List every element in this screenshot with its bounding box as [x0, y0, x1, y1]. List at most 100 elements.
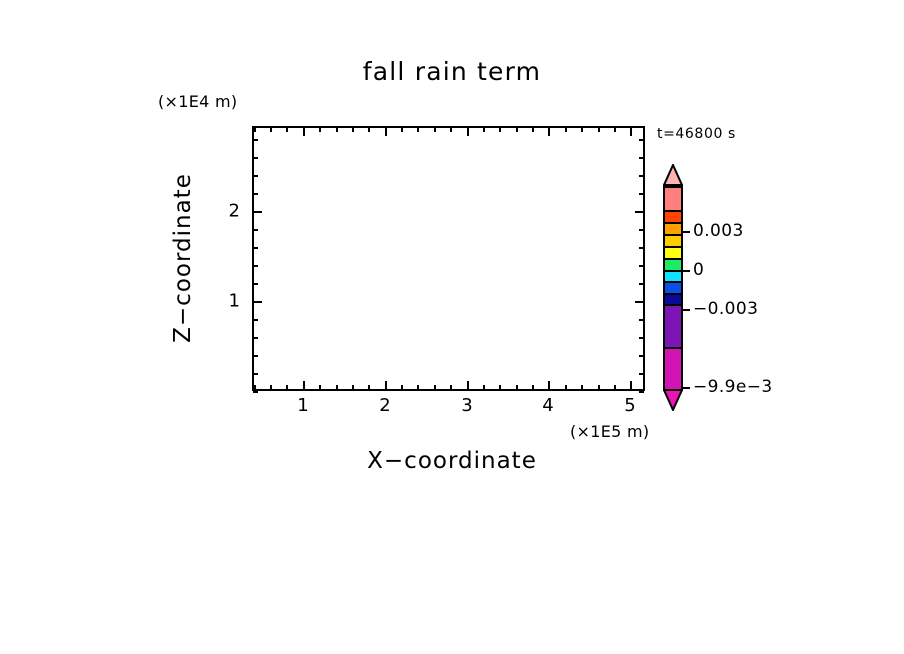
x-major-tick-top [303, 127, 305, 136]
plot-area [252, 126, 645, 391]
x-major-tick [548, 381, 550, 390]
x-minor-tick-top [401, 127, 403, 132]
x-major-tick [303, 381, 305, 390]
colorbar: 0.003 0 −0.003 −9.9e−3 [663, 164, 772, 411]
x-minor-tick [483, 385, 485, 390]
colorbar-band [665, 347, 681, 389]
colorbar-band [665, 281, 681, 293]
x-minor-tick [286, 385, 288, 390]
x-minor-tick-top [581, 127, 583, 132]
y-major-tick-right [635, 211, 644, 213]
colorbar-band [665, 304, 681, 347]
x-minor-tick-top [319, 127, 321, 132]
x-minor-tick [352, 385, 354, 390]
y-minor-tick-right [639, 283, 644, 285]
y-minor-tick-right [639, 337, 644, 339]
x-minor-tick-top [417, 127, 419, 132]
y-minor-tick-right [639, 355, 644, 357]
x-minor-tick [368, 385, 370, 390]
y-axis-unit-label: (×1E4 m) [158, 92, 238, 111]
y-minor-tick-right [639, 193, 644, 195]
x-minor-tick [270, 385, 272, 390]
y-minor-tick [253, 391, 258, 393]
colorbar-bands [663, 186, 683, 391]
y-tick-label: 1 [228, 290, 240, 312]
x-minor-tick-top [565, 127, 567, 132]
colorbar-tick-label: −9.9e−3 [693, 377, 773, 397]
y-axis-title: Z−coordinate [170, 173, 196, 343]
colorbar-band [665, 270, 681, 281]
y-minor-tick-right [639, 247, 644, 249]
x-major-tick [385, 381, 387, 390]
x-minor-tick [254, 385, 256, 390]
colorbar-tick-labels: 0.003 0 −0.003 −9.9e−3 [663, 166, 783, 411]
x-minor-tick [499, 385, 501, 390]
colorbar-band [665, 293, 681, 304]
x-minor-tick-top [532, 127, 534, 132]
x-tick-label: 5 [624, 395, 636, 416]
x-minor-tick [581, 385, 583, 390]
x-minor-tick [319, 385, 321, 390]
x-minor-tick-top [270, 127, 272, 132]
x-minor-tick [434, 385, 436, 390]
x-minor-tick [565, 385, 567, 390]
colorbar-top-arrow-icon [663, 164, 683, 186]
x-major-tick-top [467, 127, 469, 136]
y-minor-tick [253, 355, 258, 357]
colorbar-tick-label: 0.003 [693, 221, 744, 241]
y-minor-tick [253, 175, 258, 177]
x-major-tick-top [630, 127, 632, 136]
colorbar-band [665, 222, 681, 234]
y-minor-tick [253, 193, 258, 195]
colorbar-tick-mark [683, 231, 690, 233]
colorbar-bottom-arrow-icon [663, 389, 683, 411]
x-minor-tick-top [516, 127, 518, 132]
colorbar-tick-label: 0 [693, 260, 705, 280]
x-minor-tick-top [598, 127, 600, 132]
y-minor-tick [253, 265, 258, 267]
y-minor-tick-right [639, 139, 644, 141]
x-minor-tick [614, 385, 616, 390]
y-major-tick [253, 211, 262, 213]
x-minor-tick-top [352, 127, 354, 132]
x-axis-title: X−coordinate [367, 448, 537, 474]
x-minor-tick [417, 385, 419, 390]
x-minor-tick-top [336, 127, 338, 132]
colorbar-tick-mark [683, 387, 690, 389]
time-annotation: t=46800 s [657, 126, 736, 142]
y-major-tick-right [635, 301, 644, 303]
y-minor-tick-right [639, 319, 644, 321]
x-minor-tick [450, 385, 452, 390]
colorbar-band [665, 188, 681, 210]
x-minor-tick-top [614, 127, 616, 132]
x-tick-label: 2 [379, 395, 391, 416]
x-minor-tick-top [483, 127, 485, 132]
y-minor-tick [253, 283, 258, 285]
x-major-tick [630, 381, 632, 390]
x-minor-tick [336, 385, 338, 390]
y-minor-tick [253, 247, 258, 249]
x-minor-tick-top [450, 127, 452, 132]
y-minor-tick-right [639, 373, 644, 375]
colorbar-band [665, 234, 681, 246]
y-tick-label: 2 [228, 200, 240, 222]
x-major-tick-top [385, 127, 387, 136]
y-minor-tick-right [639, 175, 644, 177]
colorbar-band [665, 210, 681, 222]
x-minor-tick-top [368, 127, 370, 132]
page-title: fall rain term [362, 57, 542, 86]
x-minor-tick-top [286, 127, 288, 132]
x-tick-label: 4 [542, 395, 554, 416]
x-tick-label: 3 [461, 395, 473, 416]
colorbar-band [665, 258, 681, 270]
y-minor-tick-right [639, 265, 644, 267]
y-minor-tick-right [639, 157, 644, 159]
x-minor-tick [516, 385, 518, 390]
x-minor-tick [401, 385, 403, 390]
x-minor-tick-top [434, 127, 436, 132]
y-minor-tick-right [639, 229, 644, 231]
x-major-tick [467, 381, 469, 390]
y-minor-tick [253, 139, 258, 141]
